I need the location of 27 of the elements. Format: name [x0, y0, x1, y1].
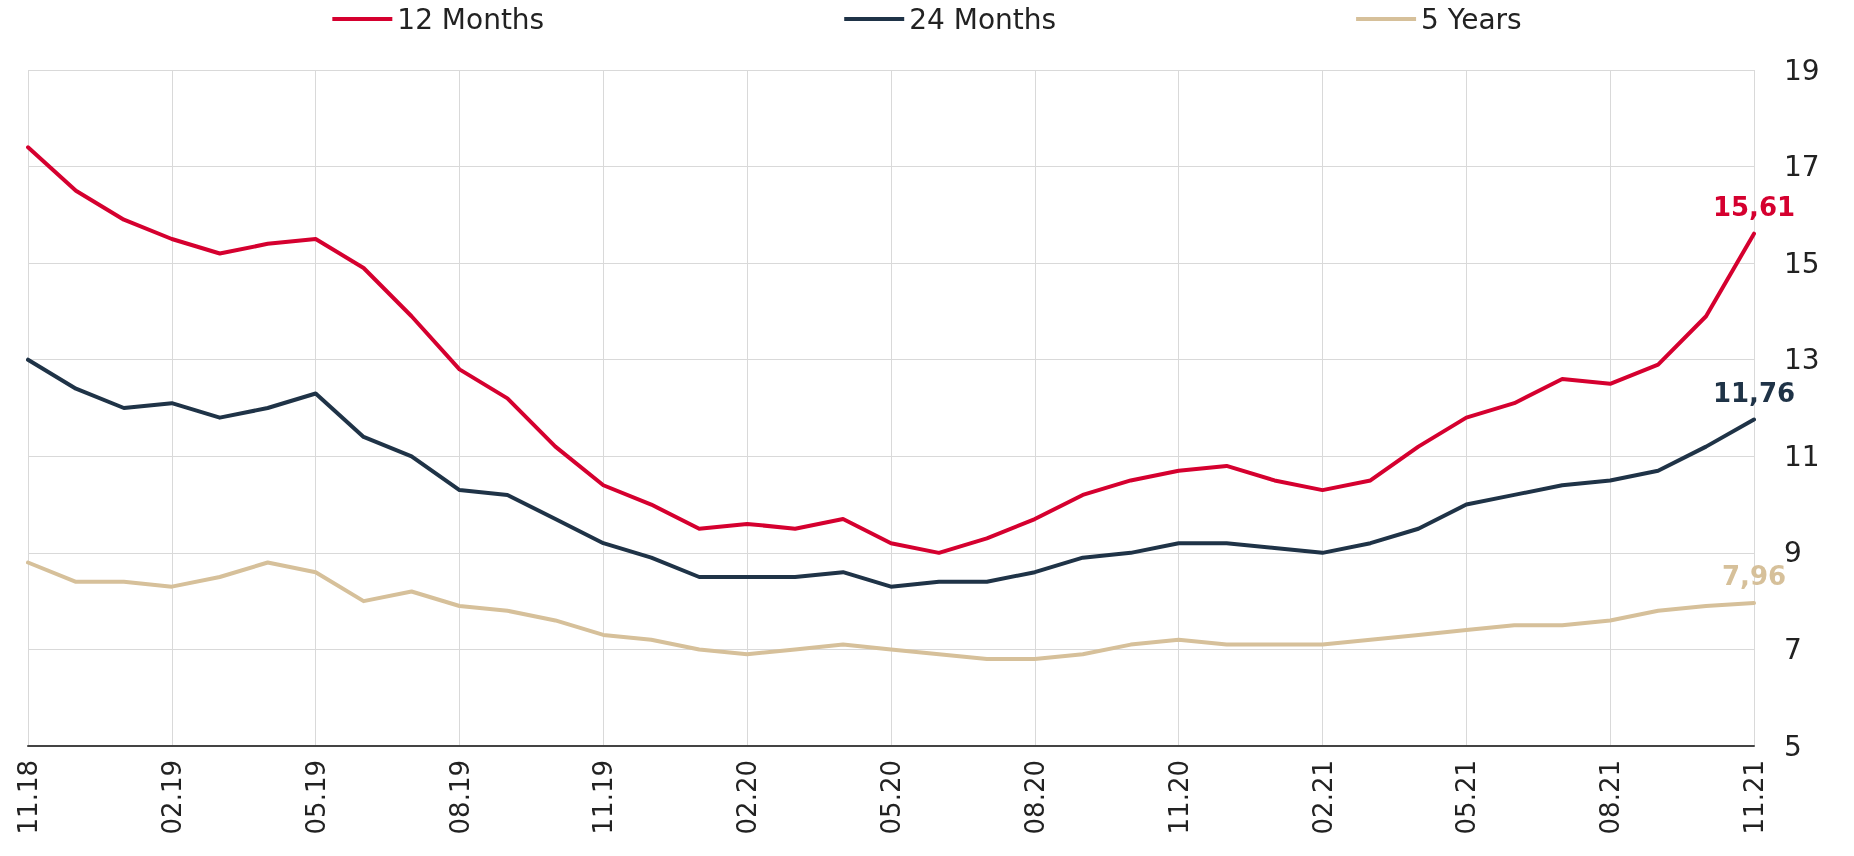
x-tick-label: 11.18: [13, 760, 43, 835]
x-tick-label: 11.21: [1739, 760, 1769, 835]
x-tick-label: 11.20: [1163, 760, 1194, 835]
data-label: 15,61: [1712, 191, 1796, 222]
y-tick-label: 13: [1784, 343, 1820, 377]
legend-label: 12 Months: [397, 2, 545, 36]
y-tick-label: 15: [1784, 246, 1820, 280]
data-label: 7,96: [1721, 561, 1787, 592]
x-tick-label: 02.19: [156, 760, 187, 835]
y-tick-label: 11: [1784, 439, 1820, 473]
x-tick-label: 02.21: [1307, 760, 1338, 835]
x-tick-label: 08.20: [1019, 760, 1050, 835]
x-tick-label: 08.19: [444, 760, 475, 835]
legend-label: 5 Years: [1421, 2, 1522, 36]
y-tick-label: 9: [1784, 536, 1802, 570]
x-tick-label: 05.19: [300, 760, 331, 835]
y-tick-label: 5: [1784, 729, 1802, 763]
x-tick-label: 05.21: [1451, 760, 1482, 835]
x-tick-label: 08.21: [1595, 760, 1626, 835]
legend-label: 24 Months: [909, 2, 1057, 36]
y-tick-label: 19: [1784, 53, 1820, 87]
data-label: 11,76: [1712, 377, 1796, 408]
x-tick-label: 05.20: [876, 760, 906, 835]
x-tick-label: 02.20: [732, 760, 763, 835]
y-tick-label: 17: [1784, 150, 1820, 184]
x-tick-label: 11.19: [588, 760, 619, 835]
y-tick-label: 7: [1784, 632, 1802, 666]
